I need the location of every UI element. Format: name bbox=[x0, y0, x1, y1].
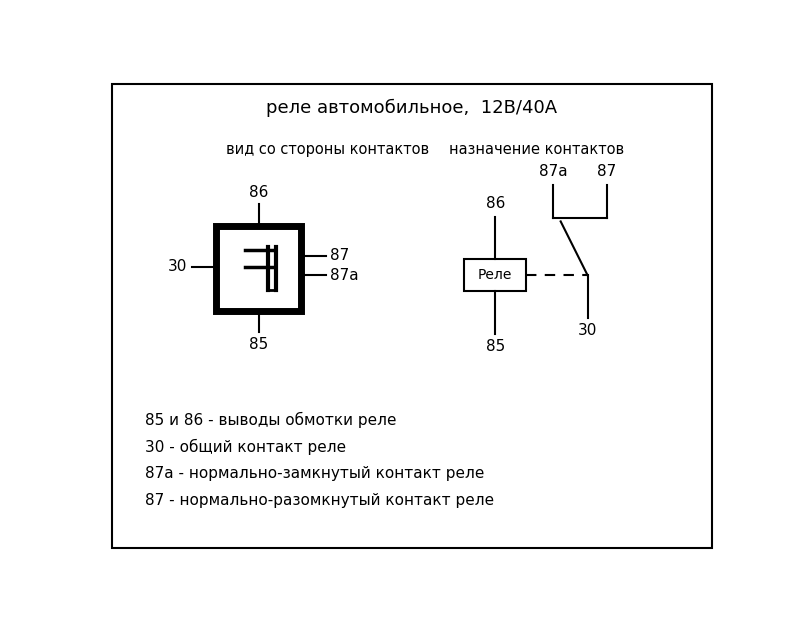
Text: Реле: Реле bbox=[478, 269, 512, 282]
Text: назначение контактов: назначение контактов bbox=[448, 141, 623, 156]
Text: 86: 86 bbox=[249, 185, 268, 200]
Text: 30 - общий контакт реле: 30 - общий контакт реле bbox=[145, 439, 345, 455]
Text: 87 - нормально-разомкнутый контакт реле: 87 - нормально-разомкнутый контакт реле bbox=[145, 493, 493, 508]
Text: вид со стороны контактов: вид со стороны контактов bbox=[226, 141, 428, 156]
Bar bbox=[464, 259, 525, 292]
Text: 87: 87 bbox=[330, 248, 349, 263]
Text: 30: 30 bbox=[577, 323, 597, 338]
Text: 86: 86 bbox=[485, 197, 504, 212]
Text: 87: 87 bbox=[597, 164, 616, 179]
Text: 87а: 87а bbox=[538, 164, 567, 179]
Text: реле автомобильное,  12В/40А: реле автомобильное, 12В/40А bbox=[266, 99, 557, 117]
Bar bbox=[216, 226, 301, 310]
Text: 85 и 86 - выводы обмотки реле: 85 и 86 - выводы обмотки реле bbox=[145, 412, 396, 428]
Text: 30: 30 bbox=[168, 259, 187, 274]
Text: 85: 85 bbox=[485, 339, 504, 354]
Text: 87а: 87а bbox=[330, 268, 359, 283]
Text: 85: 85 bbox=[249, 337, 268, 352]
Text: 87а - нормально-замкнутый контакт реле: 87а - нормально-замкнутый контакт реле bbox=[145, 466, 483, 481]
